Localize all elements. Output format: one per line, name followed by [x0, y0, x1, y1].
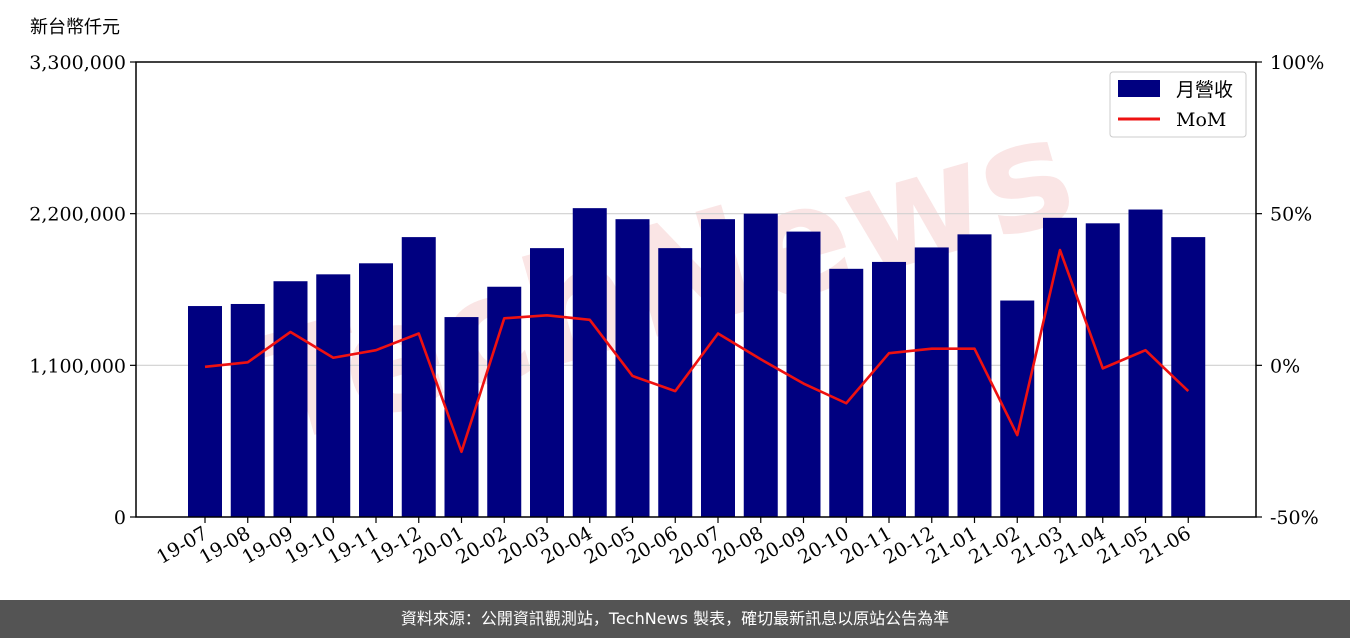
unit-label: 新台幣仟元 — [30, 17, 120, 38]
footer-source-note: 資料來源：公開資訊觀測站，TechNews 製表，確切最新訊息以原站公告為準 — [0, 600, 1350, 638]
x-tick-label: 21-06 — [1136, 522, 1194, 568]
left-tick-label: 3,300,000 — [29, 52, 126, 74]
left-tick-label: 0 — [114, 507, 126, 529]
line-series — [204, 248, 1190, 454]
right-tick-label: 50% — [1270, 204, 1312, 226]
bar — [786, 231, 821, 517]
plot-frame — [135, 61, 1257, 518]
bar — [572, 208, 607, 517]
right-tick-label: 100% — [1270, 52, 1324, 74]
bar — [401, 237, 436, 517]
right-tick-label: -50% — [1270, 507, 1319, 529]
right-axis: -50% 0% 50% 100% — [1256, 52, 1324, 529]
bar — [914, 247, 949, 518]
bar — [1043, 217, 1077, 517]
bar — [530, 248, 564, 518]
bar — [957, 234, 992, 517]
bar — [658, 248, 693, 518]
bar — [872, 261, 906, 517]
bar — [230, 303, 265, 517]
chart: TechNews 新台幣仟元 01,100,0002,200,0003,300,… — [29, 17, 1324, 569]
legend-label-bar: 月營收 — [1176, 79, 1233, 101]
bar-series — [188, 208, 1206, 518]
left-tick-label: 2,200,000 — [29, 204, 126, 226]
legend: 月營收 MoM — [1109, 71, 1247, 138]
left-tick-label: 1,100,000 — [29, 355, 126, 377]
bar — [487, 286, 522, 517]
bar — [1000, 300, 1035, 517]
x-axis: 19-0719-0819-0919-1019-1119-1220-0120-02… — [153, 517, 1195, 569]
bar — [829, 268, 864, 517]
bar — [615, 219, 650, 517]
legend-swatch-bar — [1118, 80, 1160, 97]
left-axis: 0 1,100,000 2,200,000 3,300,000 — [29, 52, 136, 529]
bar — [316, 274, 351, 517]
legend-label-line: MoM — [1176, 109, 1226, 131]
bar — [188, 306, 222, 517]
right-tick-label: 0% — [1270, 355, 1300, 377]
bar — [273, 281, 308, 517]
bar — [1085, 223, 1120, 517]
mom-line — [204, 248, 1190, 454]
bar — [1128, 209, 1163, 517]
bar — [359, 263, 393, 517]
bar — [1171, 237, 1206, 517]
bar — [701, 219, 735, 517]
